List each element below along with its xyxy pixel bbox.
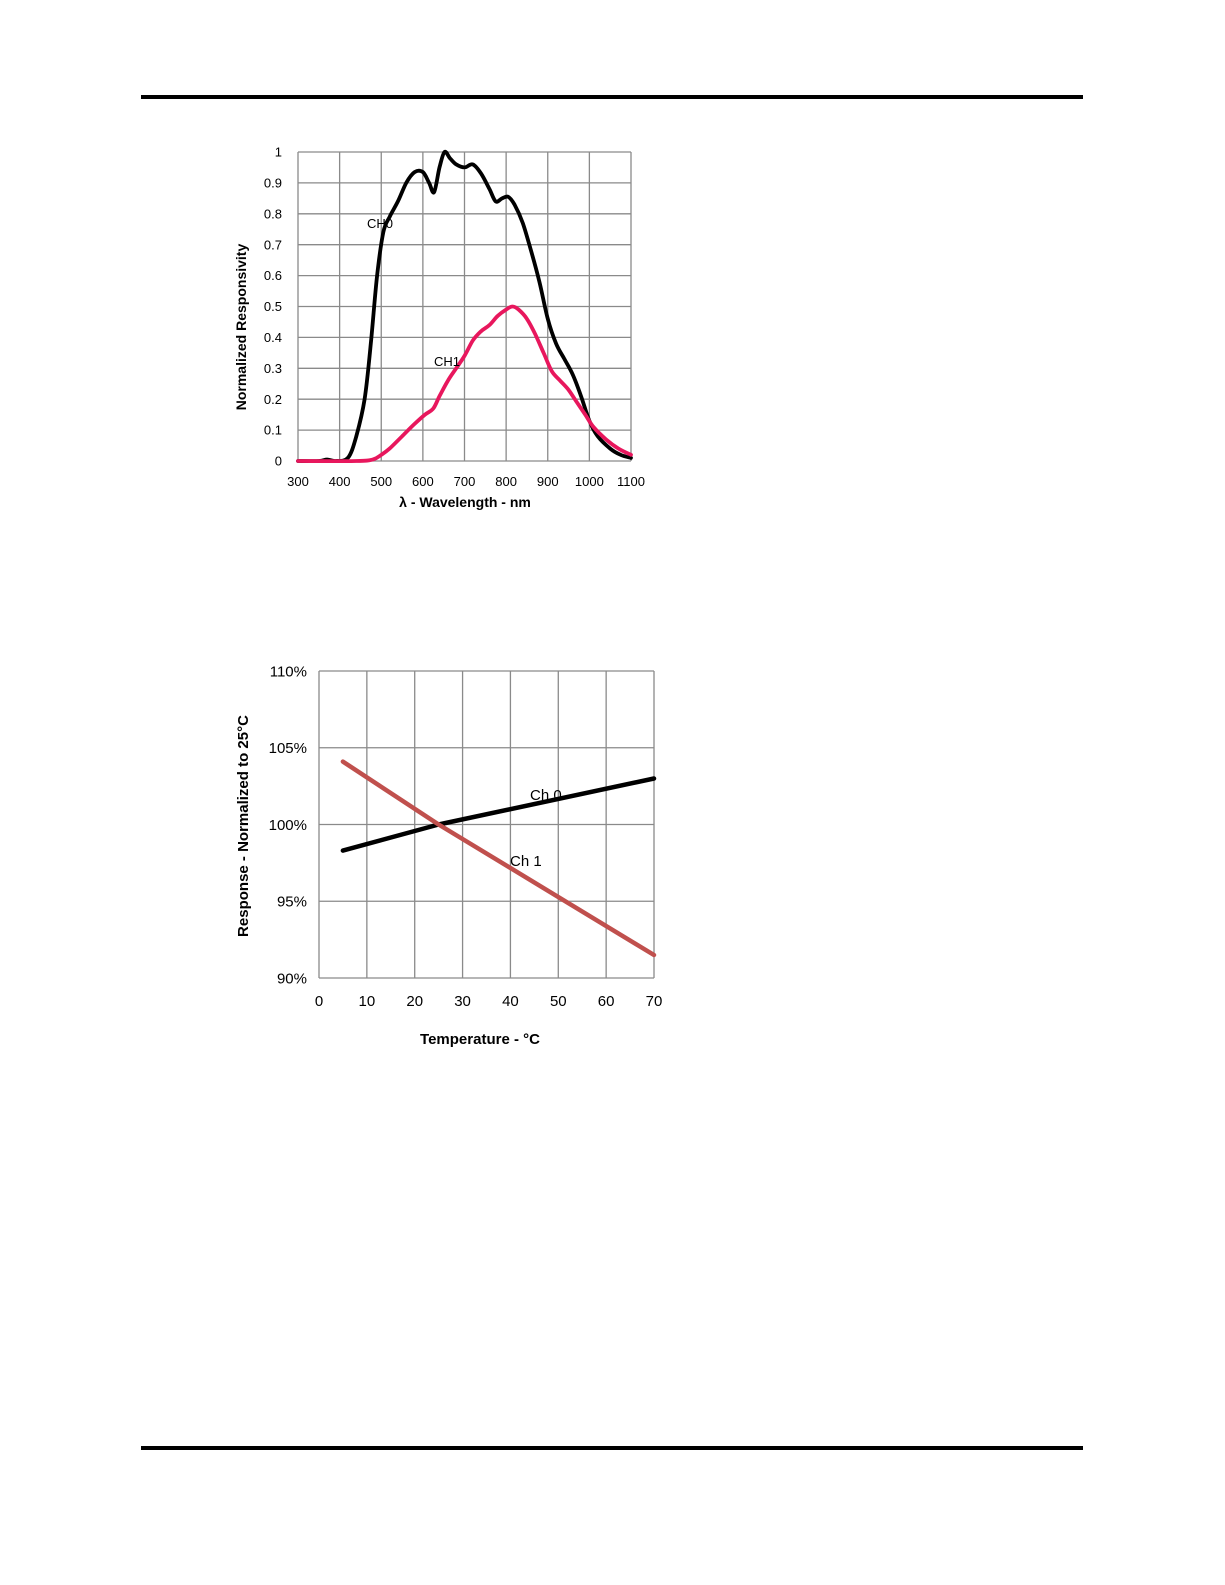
c1-x-tick-label: 300 <box>287 474 309 489</box>
c1-series-line-ch1 <box>296 304 633 464</box>
c1-y-tick-label: 0.4 <box>264 330 282 345</box>
chart2-y-axis-label: Response - Normalized to 25°C <box>235 715 252 937</box>
c2-y-tick-label: 110% <box>270 663 307 680</box>
c2-y-tick-label: 90% <box>277 970 307 987</box>
chart1-ch0-label: CH0 <box>367 216 393 231</box>
c1-y-tick-label: 0.7 <box>264 237 282 252</box>
c1-y-tick-label: 0.6 <box>264 268 282 283</box>
chart2-x-ticks: 0 10 20 30 40 50 60 70 <box>315 993 663 1010</box>
c1-x-tick-label: 900 <box>537 474 559 489</box>
c1-series-line-ch0 <box>296 149 633 464</box>
c1-x-tick-label: 500 <box>370 474 392 489</box>
chart2-ch1-label: Ch 1 <box>510 853 542 870</box>
c2-x-tick-label: 70 <box>646 993 663 1010</box>
chart1-x-axis-label: λ - Wavelength - nm <box>399 494 531 510</box>
chart1-y-ticks: 0 0.1 0.2 0.3 0.4 0.5 0.6 0.7 0.8 0.9 1 <box>264 145 282 469</box>
c1-y-tick-label: 0.3 <box>264 361 282 376</box>
chart2-ch0-label: Ch 0 <box>530 787 562 804</box>
c1-y-tick-label: 1 <box>275 145 282 160</box>
c1-x-tick-label: 700 <box>454 474 476 489</box>
c2-x-tick-label: 50 <box>550 993 567 1010</box>
c2-x-tick-label: 10 <box>359 993 376 1010</box>
chart1-x-ticks: 300 400 500 600 700 800 900 1000 1100 <box>287 474 645 489</box>
chart1-ch1-label: CH1 <box>434 354 460 369</box>
c1-y-tick-label: 0 <box>275 454 282 469</box>
c2-x-tick-label: 60 <box>598 993 615 1010</box>
c2-x-tick-label: 40 <box>502 993 519 1010</box>
chart1-y-axis-label: Normalized Responsivity <box>233 244 249 411</box>
chart2-grid <box>318 670 655 979</box>
c1-x-tick-label: 1000 <box>575 474 604 489</box>
c1-y-tick-label: 0.2 <box>264 392 282 407</box>
bottom-rule <box>141 1446 1083 1450</box>
c1-x-tick-label: 400 <box>329 474 351 489</box>
c2-x-tick-label: 0 <box>315 993 323 1010</box>
chart2-series <box>340 759 657 958</box>
c1-y-tick-label: 0.1 <box>264 423 282 438</box>
c2-y-tick-label: 100% <box>269 817 307 834</box>
chart2-x-axis-label: Temperature - °C <box>420 1031 540 1048</box>
c1-x-tick-label: 1100 <box>617 474 645 489</box>
c2-series-line-ch1 <box>340 759 657 958</box>
c2-x-tick-label: 30 <box>454 993 471 1010</box>
c1-x-tick-label: 800 <box>495 474 517 489</box>
c2-x-tick-label: 20 <box>406 993 423 1010</box>
chart1-grid <box>297 151 632 462</box>
c2-y-tick-label: 95% <box>277 894 307 911</box>
c1-y-tick-label: 0.5 <box>264 299 282 314</box>
c1-x-tick-label: 600 <box>412 474 434 489</box>
c1-y-tick-label: 0.8 <box>264 206 282 221</box>
c2-series-line-ch0 <box>340 776 657 853</box>
c2-y-tick-label: 105% <box>269 740 307 757</box>
chart2-y-ticks: 90% 95% 100% 105% 110% <box>269 663 307 987</box>
top-rule <box>141 95 1083 99</box>
c1-y-tick-label: 0.9 <box>264 175 282 190</box>
chart1-series <box>296 149 633 464</box>
